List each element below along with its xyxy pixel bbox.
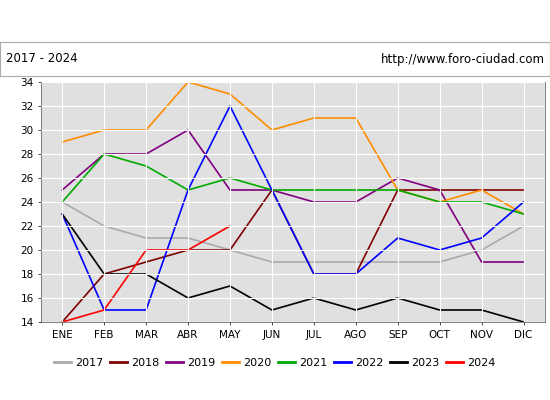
Text: 2017 - 2024: 2017 - 2024: [6, 52, 77, 66]
Text: http://www.foro-ciudad.com: http://www.foro-ciudad.com: [381, 52, 544, 66]
Legend: 2017, 2018, 2019, 2020, 2021, 2022, 2023, 2024: 2017, 2018, 2019, 2020, 2021, 2022, 2023…: [50, 354, 501, 372]
Text: Evolucion del paro registrado en Villares de Órbigo: Evolucion del paro registrado en Villare…: [89, 12, 461, 30]
